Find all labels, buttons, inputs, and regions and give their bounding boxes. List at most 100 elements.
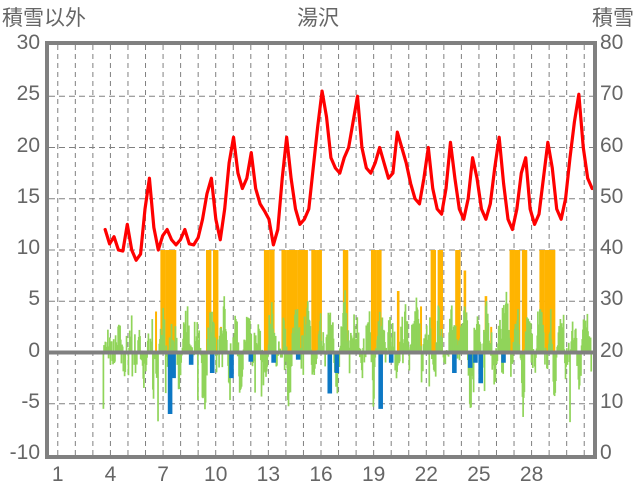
orange-bar bbox=[291, 250, 298, 353]
orange-bar bbox=[311, 250, 317, 353]
green-bar bbox=[163, 319, 166, 353]
green-bar bbox=[254, 352, 256, 393]
orange-bar bbox=[544, 250, 551, 353]
green-bar bbox=[489, 344, 492, 353]
green-bar bbox=[150, 341, 152, 353]
blue-bar bbox=[334, 352, 340, 373]
orange-bar bbox=[170, 250, 177, 353]
green-bar bbox=[165, 345, 168, 353]
green-bar bbox=[356, 317, 359, 353]
green-bar bbox=[129, 336, 132, 353]
green-bar bbox=[302, 352, 305, 375]
green-bar bbox=[466, 320, 469, 353]
red-line-path bbox=[103, 89, 593, 262]
x-tick-22: 22 bbox=[414, 463, 438, 486]
green-bar bbox=[362, 338, 365, 353]
green-bar bbox=[218, 352, 220, 368]
green-bar bbox=[104, 341, 107, 353]
orange-bar bbox=[549, 250, 556, 353]
green-bar bbox=[365, 325, 368, 353]
green-bar bbox=[207, 327, 210, 353]
right-tick-40: 40 bbox=[600, 236, 624, 259]
green-bar bbox=[120, 352, 123, 364]
green-bar bbox=[391, 323, 394, 353]
x-tick-13: 13 bbox=[256, 463, 281, 486]
green-bar bbox=[470, 352, 472, 408]
green-bar bbox=[562, 314, 565, 353]
green-bar bbox=[530, 352, 533, 363]
green-bar bbox=[496, 352, 499, 362]
green-bar bbox=[191, 347, 193, 353]
green-bar bbox=[383, 330, 386, 353]
left-tick-30: 30 bbox=[16, 31, 40, 54]
left-tick-5: 5 bbox=[28, 287, 40, 311]
green-bar bbox=[232, 337, 235, 353]
green-bar bbox=[125, 335, 128, 353]
green-bar bbox=[429, 328, 432, 353]
green-bar bbox=[402, 352, 404, 364]
green-bar bbox=[375, 348, 377, 353]
green-bar bbox=[373, 352, 375, 399]
green-bar bbox=[565, 348, 568, 353]
green-bar bbox=[427, 334, 430, 353]
green-bar bbox=[428, 352, 431, 387]
green-bar bbox=[358, 347, 361, 353]
green-bar bbox=[283, 352, 286, 371]
green-bar bbox=[369, 332, 371, 353]
green-bar bbox=[531, 333, 533, 353]
green-bar bbox=[143, 352, 145, 388]
blue-bar bbox=[327, 352, 333, 394]
green-bar bbox=[523, 352, 526, 393]
green-bar bbox=[110, 341, 113, 353]
orange-bar bbox=[539, 250, 545, 353]
right-tick-20: 20 bbox=[600, 338, 624, 362]
x-tick-4: 4 bbox=[104, 463, 117, 486]
green-bar bbox=[245, 316, 248, 353]
green-bar bbox=[114, 352, 116, 362]
green-bar bbox=[434, 352, 437, 377]
green-bar bbox=[585, 327, 587, 353]
green-bar bbox=[575, 337, 578, 353]
green-bar bbox=[198, 330, 201, 353]
x-tick-19: 19 bbox=[361, 463, 386, 486]
green-bar bbox=[457, 340, 460, 353]
green-bar bbox=[164, 352, 167, 394]
green-bar bbox=[108, 337, 111, 353]
green-bar bbox=[298, 327, 301, 353]
green-bar bbox=[433, 352, 436, 372]
green-bar bbox=[534, 352, 537, 373]
green-bar bbox=[180, 352, 183, 363]
green-bar bbox=[529, 323, 532, 353]
orange-bar bbox=[514, 250, 521, 353]
green-bar bbox=[490, 332, 493, 353]
green-bar bbox=[406, 321, 409, 353]
green-bar bbox=[116, 345, 118, 353]
green-bar bbox=[300, 352, 303, 369]
green-bar bbox=[571, 321, 574, 353]
blue-bar bbox=[248, 352, 254, 362]
green-bar bbox=[151, 319, 154, 353]
green-bar bbox=[458, 352, 461, 361]
x-tick-1: 1 bbox=[51, 463, 64, 486]
green-bar bbox=[407, 347, 410, 353]
green-bar bbox=[122, 352, 125, 372]
green-bar bbox=[361, 352, 364, 379]
blue-bar bbox=[167, 352, 173, 414]
green-bar bbox=[542, 332, 545, 353]
green-bar bbox=[398, 352, 401, 362]
green-bar bbox=[107, 329, 109, 353]
orange-bar bbox=[370, 250, 377, 353]
green-bar bbox=[569, 352, 571, 423]
right-tick-70: 70 bbox=[600, 82, 624, 106]
green-bar bbox=[578, 352, 581, 386]
green-bar bbox=[456, 352, 459, 359]
green-bar bbox=[215, 352, 218, 373]
green-bar bbox=[169, 347, 172, 353]
green-bar bbox=[292, 327, 294, 353]
orange-bar bbox=[396, 291, 400, 353]
blue-bar bbox=[271, 352, 276, 363]
x-tick-10: 10 bbox=[204, 463, 228, 486]
green-bar bbox=[159, 328, 162, 353]
green-bar bbox=[323, 343, 325, 353]
green-bar bbox=[510, 352, 512, 377]
